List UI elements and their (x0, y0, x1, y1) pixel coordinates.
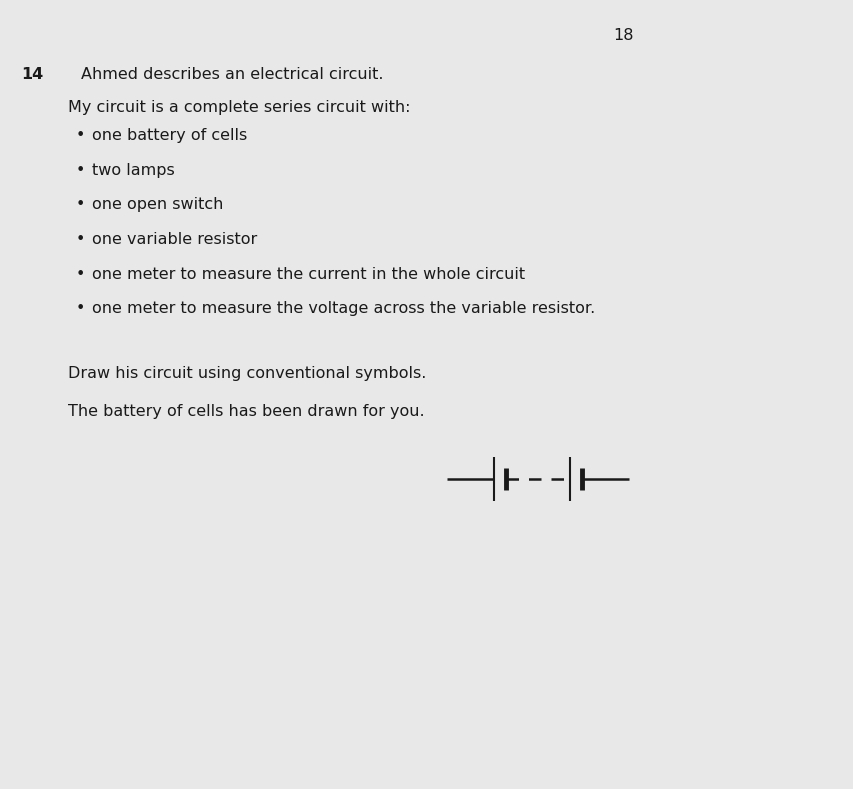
Text: one meter to measure the current in the whole circuit: one meter to measure the current in the … (92, 267, 525, 282)
Text: one battery of cells: one battery of cells (92, 128, 247, 143)
Text: 18: 18 (612, 28, 633, 43)
Text: two lamps: two lamps (92, 163, 175, 178)
Text: •: • (75, 163, 84, 178)
Text: •: • (75, 232, 84, 247)
Text: The battery of cells has been drawn for you.: The battery of cells has been drawn for … (68, 404, 425, 419)
Text: one variable resistor: one variable resistor (92, 232, 258, 247)
Text: one open switch: one open switch (92, 197, 223, 212)
Text: •: • (75, 301, 84, 316)
Text: •: • (75, 197, 84, 212)
Text: My circuit is a complete series circuit with:: My circuit is a complete series circuit … (68, 100, 410, 115)
Text: 14: 14 (21, 67, 44, 82)
Text: one meter to measure the voltage across the variable resistor.: one meter to measure the voltage across … (92, 301, 595, 316)
Text: Ahmed describes an electrical circuit.: Ahmed describes an electrical circuit. (81, 67, 383, 82)
Text: •: • (75, 128, 84, 143)
Text: Draw his circuit using conventional symbols.: Draw his circuit using conventional symb… (68, 366, 426, 381)
Text: •: • (75, 267, 84, 282)
